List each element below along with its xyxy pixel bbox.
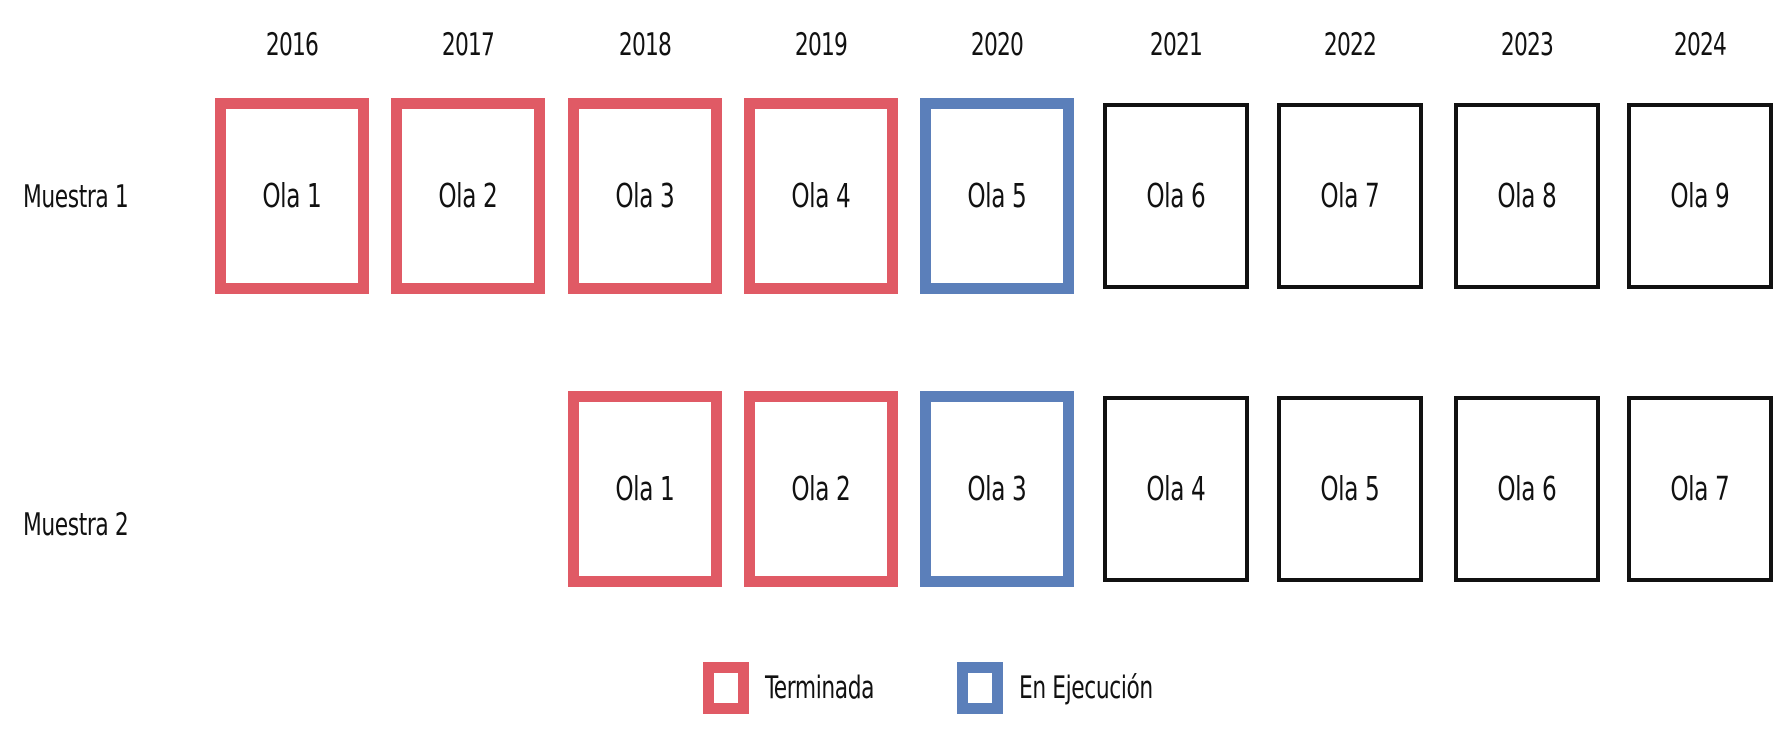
year-label-2020: 2020: [970, 27, 1024, 63]
wave-label: Ola 6: [1146, 176, 1206, 215]
wave-box-muestra-2-ola-6: Ola 6: [1454, 396, 1600, 582]
wave-label: Ola 6: [1497, 469, 1557, 508]
wave-label: Ola 7: [1670, 469, 1730, 508]
wave-box-muestra-1-ola-6: Ola 6: [1103, 103, 1249, 289]
wave-box-muestra-2-ola-1: Ola 1: [568, 391, 722, 587]
year-label-2016: 2016: [265, 27, 319, 63]
row-label-muestra-2: Muestra 2: [23, 507, 129, 543]
wave-box-muestra-1-ola-5: Ola 5: [920, 98, 1074, 294]
wave-box-muestra-2-ola-3: Ola 3: [920, 391, 1074, 587]
wave-label: Ola 2: [791, 469, 851, 508]
wave-label: Ola 9: [1670, 176, 1730, 215]
wave-label: Ola 2: [438, 176, 498, 215]
year-label-2017: 2017: [441, 27, 495, 63]
wave-label: Ola 3: [615, 176, 675, 215]
wave-box-muestra-2-ola-2: Ola 2: [744, 391, 898, 587]
wave-label: Ola 7: [1320, 176, 1380, 215]
wave-label: Ola 1: [262, 176, 322, 215]
wave-box-muestra-1-ola-2: Ola 2: [391, 98, 545, 294]
year-label-2018: 2018: [618, 27, 672, 63]
legend-swatch-done: [703, 662, 749, 714]
wave-label: Ola 4: [1146, 469, 1206, 508]
wave-box-muestra-1-ola-3: Ola 3: [568, 98, 722, 294]
legend-swatch-running: [957, 662, 1003, 714]
wave-box-muestra-1-ola-1: Ola 1: [215, 98, 369, 294]
wave-box-muestra-1-ola-7: Ola 7: [1277, 103, 1423, 289]
wave-box-muestra-1-ola-4: Ola 4: [744, 98, 898, 294]
legend-label-done: Terminada: [765, 670, 875, 706]
year-label-2019: 2019: [794, 27, 848, 63]
row-label-muestra-1: Muestra 1: [23, 179, 129, 215]
wave-box-muestra-2-ola-7: Ola 7: [1627, 396, 1773, 582]
wave-box-muestra-1-ola-8: Ola 8: [1454, 103, 1600, 289]
legend-label-running: En Ejecución: [1019, 670, 1153, 706]
wave-label: Ola 5: [967, 176, 1027, 215]
year-label-2022: 2022: [1323, 27, 1377, 63]
wave-label: Ola 1: [615, 469, 675, 508]
year-label-2023: 2023: [1500, 27, 1554, 63]
wave-label: Ola 3: [967, 469, 1027, 508]
wave-box-muestra-1-ola-9: Ola 9: [1627, 103, 1773, 289]
wave-label: Ola 8: [1497, 176, 1557, 215]
wave-label: Ola 5: [1320, 469, 1380, 508]
year-label-2024: 2024: [1673, 27, 1727, 63]
wave-label: Ola 4: [791, 176, 851, 215]
wave-box-muestra-2-ola-4: Ola 4: [1103, 396, 1249, 582]
wave-box-muestra-2-ola-5: Ola 5: [1277, 396, 1423, 582]
year-label-2021: 2021: [1149, 27, 1203, 63]
